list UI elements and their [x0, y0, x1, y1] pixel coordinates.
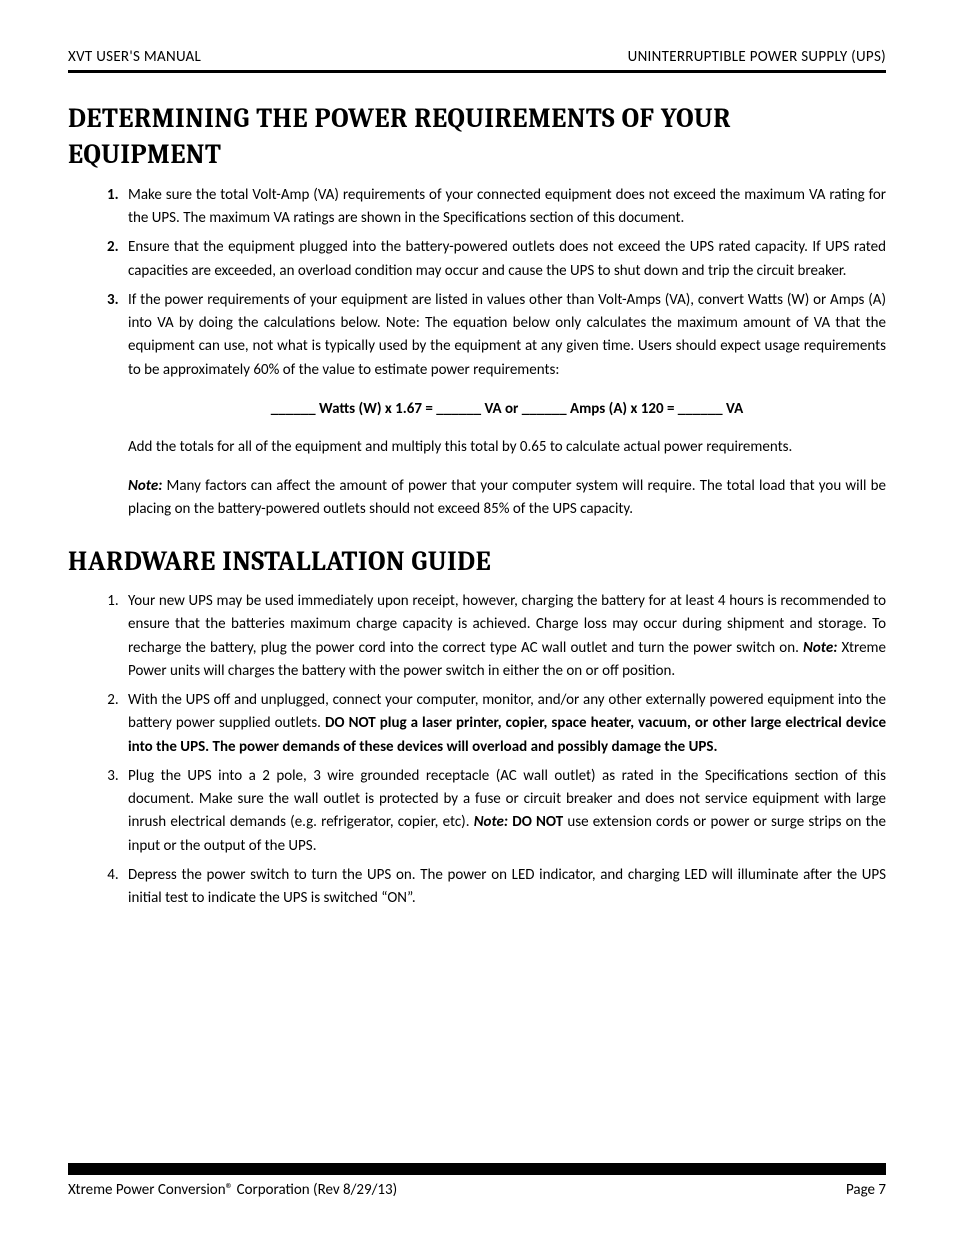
list-item: Depress the power switch to turn the UPS…	[122, 864, 886, 911]
header-right: UNINTERRUPTIBLE POWER SUPPLY (UPS)	[628, 48, 886, 66]
section1-list: Make sure the total Volt-Amp (VA) requir…	[100, 184, 886, 382]
note-label: Note:	[128, 477, 162, 495]
list-item: Make sure the total Volt-Amp (VA) requir…	[122, 184, 886, 231]
after-formula-text: Add the totals for all of the equipment …	[128, 436, 886, 459]
item-text: Depress the power switch to turn the UPS…	[128, 866, 886, 907]
footer-right: Page 7	[846, 1181, 886, 1199]
footer-row: Xtreme Power Conversion® Corporation (Re…	[68, 1181, 886, 1199]
page-header: XVT USER'S MANUAL UNINTERRUPTIBLE POWER …	[68, 48, 886, 70]
section1-note: Note: Many factors can affect the amount…	[128, 475, 886, 522]
note-label: Note:	[474, 813, 508, 831]
footer-rule	[68, 1163, 886, 1175]
item-text: Your new UPS may be used immediately upo…	[128, 592, 886, 657]
section1-title: DETERMINING THE POWER REQUIREMENTS OF YO…	[68, 101, 886, 174]
section2-list: Your new UPS may be used immediately upo…	[100, 590, 886, 910]
page-footer: Xtreme Power Conversion® Corporation (Re…	[68, 1163, 886, 1199]
header-rule	[68, 70, 886, 73]
list-item: Plug the UPS into a 2 pole, 3 wire groun…	[122, 765, 886, 858]
list-item: With the UPS off and unplugged, connect …	[122, 689, 886, 759]
item-bold: DO NOT	[508, 813, 563, 831]
list-item: If the power requirements of your equipm…	[122, 289, 886, 382]
conversion-formula: ______ Watts (W) x 1.67 = ______ VA or _…	[128, 400, 886, 418]
note-body: Many factors can affect the amount of po…	[128, 477, 886, 518]
page: XVT USER'S MANUAL UNINTERRUPTIBLE POWER …	[0, 0, 954, 1235]
list-item: Ensure that the equipment plugged into t…	[122, 236, 886, 283]
header-left: XVT USER'S MANUAL	[68, 48, 201, 66]
note-label: Note:	[803, 639, 837, 657]
list-item: Your new UPS may be used immediately upo…	[122, 590, 886, 683]
footer-left: Xtreme Power Conversion® Corporation (Re…	[68, 1181, 397, 1199]
section2-title: HARDWARE INSTALLATION GUIDE	[68, 544, 886, 580]
